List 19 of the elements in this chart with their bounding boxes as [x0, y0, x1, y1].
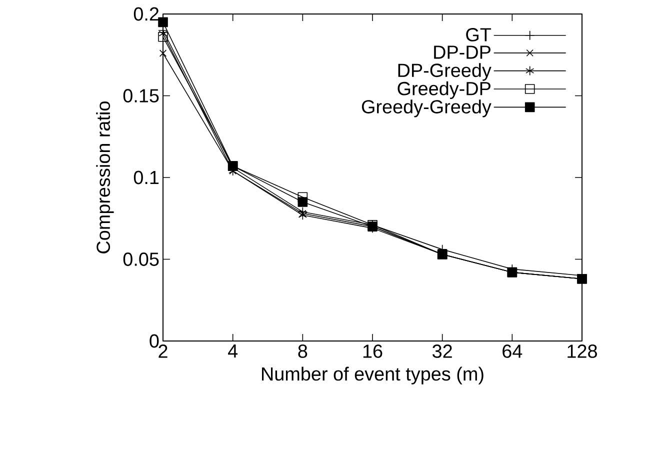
y-tick-label: 0.15 — [123, 89, 159, 102]
x-tick-label: 4 — [228, 344, 238, 358]
y-tick-label: 0.1 — [134, 170, 159, 184]
legend-label: Greedy-Greedy — [362, 100, 492, 118]
y-tick-label: 0 — [150, 334, 159, 348]
x-tick-label: 8 — [298, 344, 308, 358]
y-tick-label: 0.2 — [134, 7, 159, 21]
y-axis-title: Compression ratio — [96, 102, 114, 254]
x-tick-label: 2 — [158, 344, 168, 358]
x-tick-label: 128 — [568, 344, 597, 358]
legend-label: DP-DP — [434, 46, 490, 59]
x-tick-label: 32 — [432, 344, 452, 358]
x-axis-title: Number of event types (m) — [262, 366, 484, 384]
legend-label: GT — [466, 28, 492, 42]
legend-label: Greedy-DP — [398, 81, 490, 100]
x-tick-label: 16 — [363, 344, 382, 358]
legend-label: DP-Greedy — [398, 63, 492, 81]
y-tick-label: 0.05 — [123, 252, 159, 266]
x-tick-label: 64 — [502, 344, 522, 358]
